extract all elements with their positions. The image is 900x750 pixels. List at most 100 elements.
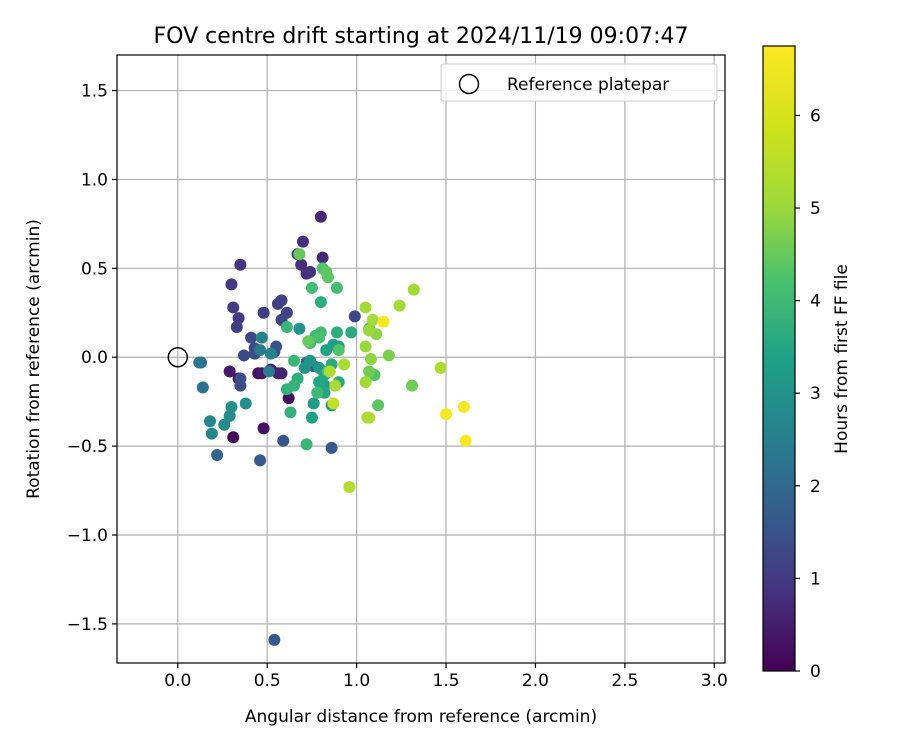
- scatter-point: [223, 365, 236, 378]
- x-tick-label: 1.0: [343, 671, 370, 691]
- scatter-point: [277, 434, 290, 447]
- scatter-point: [372, 399, 385, 412]
- scatter-point: [330, 281, 343, 294]
- scatter-point: [211, 449, 224, 461]
- scatter-point: [359, 301, 372, 314]
- colorbar-tick-label: 2: [810, 477, 821, 497]
- scatter-point: [300, 438, 313, 451]
- y-axis-label: Rotation from reference (arcmin): [24, 219, 44, 499]
- colorbar-tick-label: 0: [810, 662, 821, 682]
- scatter-point: [234, 258, 247, 271]
- scatter-point: [406, 379, 419, 392]
- scatter-point: [225, 401, 238, 413]
- x-tick-label: 0.5: [254, 671, 281, 691]
- scatter-point: [257, 422, 270, 435]
- scatter-point: [239, 397, 252, 410]
- reference-platepar-marker: [167, 346, 189, 368]
- x-axis-label: Angular distance from reference (arcmin): [245, 707, 597, 727]
- scatter-point: [314, 296, 327, 309]
- scatter-point: [203, 415, 216, 428]
- scatter-point: [457, 401, 470, 413]
- y-tick-label: 1.0: [81, 170, 108, 190]
- scatter-point: [359, 376, 372, 389]
- legend-box: [440, 63, 718, 102]
- y-tick-label: −0.5: [67, 437, 108, 457]
- scatter-point: [245, 331, 258, 344]
- scatter-point: [293, 248, 306, 261]
- scatter-point: [307, 397, 320, 410]
- scatter-point: [280, 321, 293, 333]
- colorbar-label: Hours from first FF file: [832, 264, 852, 454]
- scatter-point: [323, 365, 336, 378]
- scatter-point: [255, 331, 268, 344]
- scatter-point: [330, 326, 343, 339]
- scatter-point: [205, 427, 218, 440]
- scatter-point: [264, 347, 277, 360]
- scatter-point: [282, 392, 295, 405]
- y-tick-label: 0.5: [81, 259, 108, 279]
- scatter-point: [232, 312, 245, 325]
- grid-lines: [117, 55, 725, 663]
- colorbar-gradient: [762, 45, 796, 672]
- colorbar-tick-label: 5: [810, 199, 821, 219]
- scatter-point: [366, 313, 379, 326]
- scatter-point: [407, 283, 420, 296]
- chart-title: FOV centre drift starting at 2024/11/19 …: [154, 24, 689, 49]
- scatter-point: [363, 324, 376, 337]
- scatter-point: [434, 361, 447, 374]
- scatter-point: [393, 299, 406, 312]
- scatter-point: [268, 633, 281, 646]
- scatter-point: [459, 434, 472, 447]
- scatter-point: [305, 411, 318, 424]
- scatter-point: [313, 331, 326, 344]
- scatter-point: [345, 326, 358, 339]
- scatter-point: [332, 344, 345, 357]
- scatter-point: [348, 310, 361, 323]
- y-tick-label: −1.0: [67, 526, 108, 546]
- colorbar: 0 1 2 3 4 5 6 Hours from first FF file: [762, 45, 852, 682]
- scatter-point: [327, 397, 340, 410]
- scatter-point: [284, 406, 297, 419]
- scatter-point: [363, 365, 376, 378]
- scatter-point: [225, 278, 238, 291]
- scatter-point: [196, 381, 209, 394]
- scatter-point: [377, 315, 390, 328]
- y-tick-label: 1.5: [81, 82, 108, 102]
- scatter-point: [440, 408, 453, 421]
- scatter-point: [223, 409, 236, 422]
- scatter-point: [293, 322, 306, 335]
- scatter-point: [275, 367, 288, 380]
- scatter-point: [296, 235, 309, 248]
- colorbar-tick-label: 1: [810, 569, 821, 589]
- colorbar-tick-label: 3: [810, 384, 821, 404]
- scatter-point: [329, 379, 342, 392]
- scatter-point: [257, 306, 270, 319]
- scatter-point: [254, 344, 267, 357]
- scatter-point: [295, 258, 308, 271]
- colorbar-tick-label: 6: [810, 106, 821, 126]
- scatter-point: [227, 431, 240, 444]
- y-tick-label: −1.5: [67, 615, 108, 635]
- scatter-point: [343, 481, 356, 493]
- colorbar-ticks: 0 1 2 3 4 5 6: [795, 106, 821, 682]
- y-axis-ticks: −1.5 −1.0 −0.5 0.0 0.5 1.0 1.5: [67, 82, 117, 635]
- x-tick-label: 3.0: [701, 671, 728, 691]
- colorbar-tick-label: 4: [810, 292, 821, 312]
- legend-open-circle-icon: [458, 73, 480, 95]
- legend: Reference platepar: [440, 63, 718, 102]
- scatter-point: [314, 210, 327, 223]
- scatter-point: [288, 354, 301, 367]
- scatter-point: [280, 383, 293, 396]
- scatter-point: [275, 294, 288, 307]
- scatter-point: [218, 418, 231, 431]
- scatter-point: [302, 335, 315, 348]
- scatter-point: [322, 271, 335, 284]
- legend-label: Reference platepar: [507, 75, 669, 95]
- scatter-point: [363, 411, 376, 424]
- scatter-point: [359, 340, 372, 353]
- x-tick-label: 2.5: [611, 671, 638, 691]
- x-axis-ticks: 0.0 0.5 1.0 1.5 2.0 2.5 3.0: [164, 663, 728, 691]
- scatter-point: [382, 349, 395, 362]
- scatter-point: [193, 356, 206, 369]
